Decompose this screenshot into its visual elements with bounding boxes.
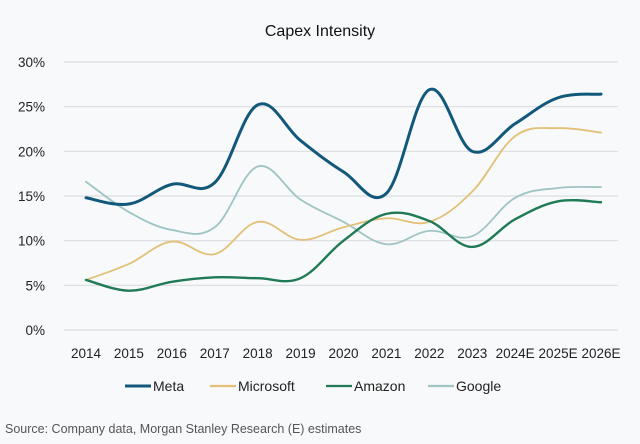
x-tick-label: 2026E [581, 346, 620, 361]
series-line-microsoft [85, 127, 602, 281]
series-line-google [85, 165, 602, 246]
x-tick-label: 2018 [243, 346, 273, 361]
x-tick-label: 2019 [286, 346, 316, 361]
legend-item-microsoft: Microsoft [210, 378, 295, 394]
y-tick-label: 20% [18, 144, 45, 159]
legend: Meta Microsoft Amazon Google [125, 378, 501, 394]
legend-label: Microsoft [238, 378, 295, 394]
y-tick-label: 25% [18, 100, 45, 115]
x-tick-label: 2020 [328, 346, 358, 361]
x-axis-ticks: 2014 2015 2016 2017 2018 2019 2020 2021 2022 2023… [71, 346, 621, 361]
x-tick-label: 2014 [71, 346, 102, 361]
legend-item-amazon: Amazon [326, 378, 405, 394]
series-line-meta [84, 87, 603, 207]
series-line-amazon [84, 198, 603, 292]
x-tick-label: 2023 [457, 346, 487, 361]
y-tick-label: 5% [25, 278, 45, 293]
x-tick-label: 2021 [371, 346, 401, 361]
legend-label: Google [456, 378, 501, 394]
chart-title: Capex Intensity [265, 23, 375, 40]
x-tick-label: 2017 [200, 346, 230, 361]
x-tick-label: 2016 [157, 346, 187, 361]
x-tick-label: 2025E [539, 346, 578, 361]
y-axis-ticks: 0% 5% 10% 15% 20% 25% 30% [18, 55, 45, 338]
x-tick-label: 2015 [114, 346, 144, 361]
x-tick-label: 2022 [414, 346, 444, 361]
y-tick-label: 15% [18, 189, 45, 204]
legend-item-meta: Meta [125, 378, 184, 394]
legend-item-google: Google [428, 378, 501, 394]
x-tick-label: 2024E [496, 346, 535, 361]
legend-label: Amazon [354, 378, 405, 394]
y-tick-label: 10% [18, 234, 45, 249]
y-tick-label: 0% [25, 323, 45, 338]
y-tick-label: 30% [18, 55, 45, 70]
legend-label: Meta [153, 378, 184, 394]
source-note: Source: Company data, Morgan Stanley Res… [5, 422, 362, 436]
series-lines [84, 87, 603, 292]
